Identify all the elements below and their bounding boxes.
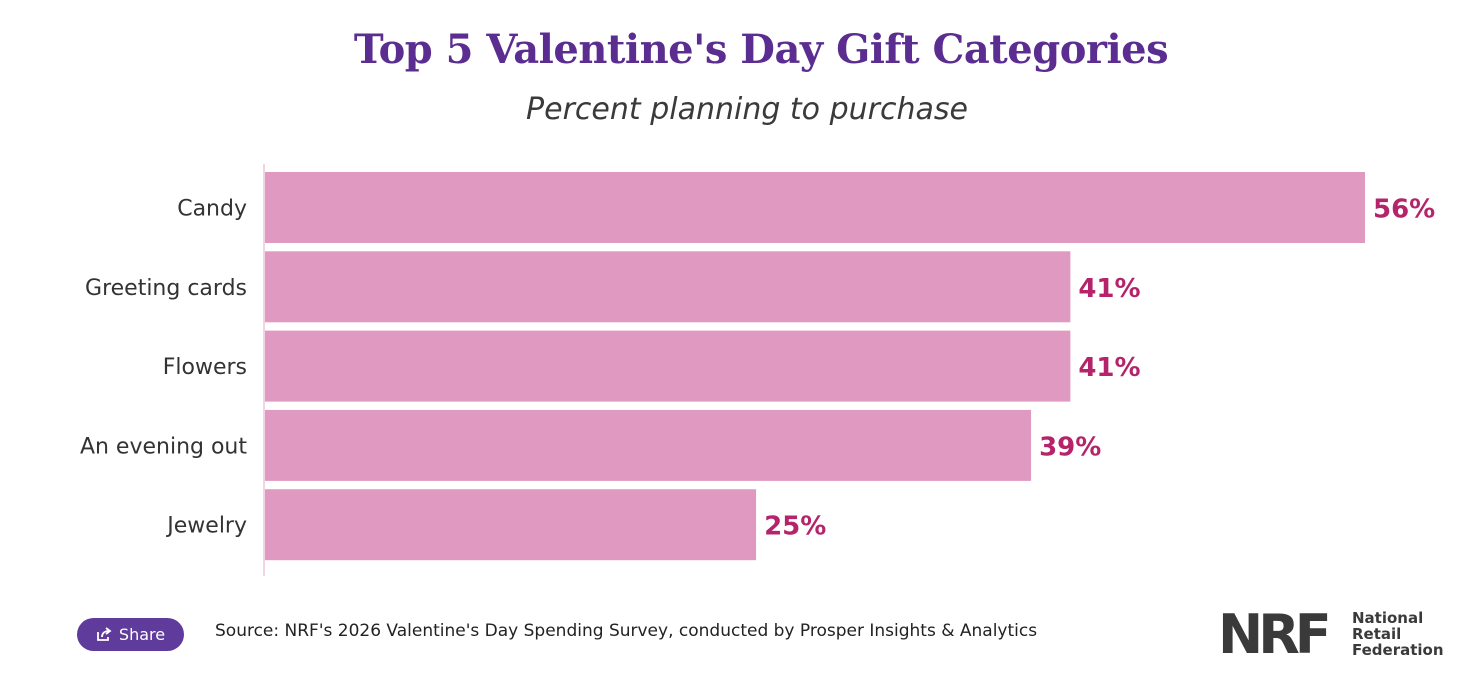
- logo-line-3: Federation: [1352, 641, 1444, 659]
- category-label: Jewelry: [165, 514, 247, 539]
- chart-subtitle: Percent planning to purchase: [526, 92, 968, 127]
- nrf-logo: NRF National Retail Federation: [1218, 606, 1458, 666]
- logo-line-1: National: [1352, 609, 1424, 627]
- value-label: 41%: [1078, 353, 1140, 383]
- value-label: 41%: [1078, 274, 1140, 304]
- value-label: 56%: [1373, 195, 1435, 225]
- chart-title: Top 5 Valentine's Day Gift Categories: [353, 26, 1169, 73]
- category-label: Greeting cards: [85, 276, 247, 301]
- category-label: Flowers: [163, 355, 247, 380]
- category-label: Candy: [177, 197, 247, 222]
- logo-line-2: Retail: [1352, 625, 1402, 643]
- logo-mark: NRF: [1218, 603, 1332, 666]
- source-note: Source: NRF's 2026 Valentine's Day Spend…: [215, 621, 1038, 641]
- category-label: An evening out: [80, 434, 247, 459]
- value-label: 25%: [764, 512, 826, 542]
- share-label: Share: [118, 625, 166, 644]
- bar: [265, 489, 757, 561]
- value-label: 39%: [1039, 432, 1101, 462]
- bar: [265, 251, 1071, 323]
- bar: [265, 330, 1071, 402]
- share-icon: [96, 627, 112, 642]
- bar: [265, 172, 1365, 243]
- share-button[interactable]: Share: [77, 618, 184, 651]
- logo-wordmark: National Retail Federation: [1352, 610, 1444, 658]
- bar: [265, 409, 1032, 481]
- bar-chart: Candy 56% Greeting cards 41% Flowers 41% An ev…: [80, 164, 1435, 576]
